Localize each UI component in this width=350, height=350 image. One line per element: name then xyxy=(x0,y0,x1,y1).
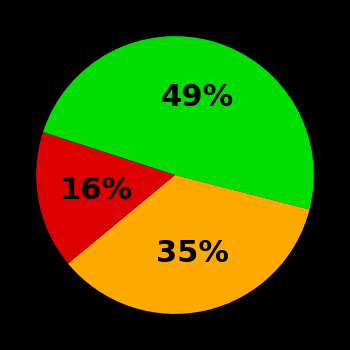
Wedge shape xyxy=(36,132,175,264)
Text: 16%: 16% xyxy=(59,176,132,205)
Wedge shape xyxy=(43,36,314,210)
Wedge shape xyxy=(68,175,309,314)
Text: 35%: 35% xyxy=(156,239,229,268)
Text: 49%: 49% xyxy=(161,83,234,112)
